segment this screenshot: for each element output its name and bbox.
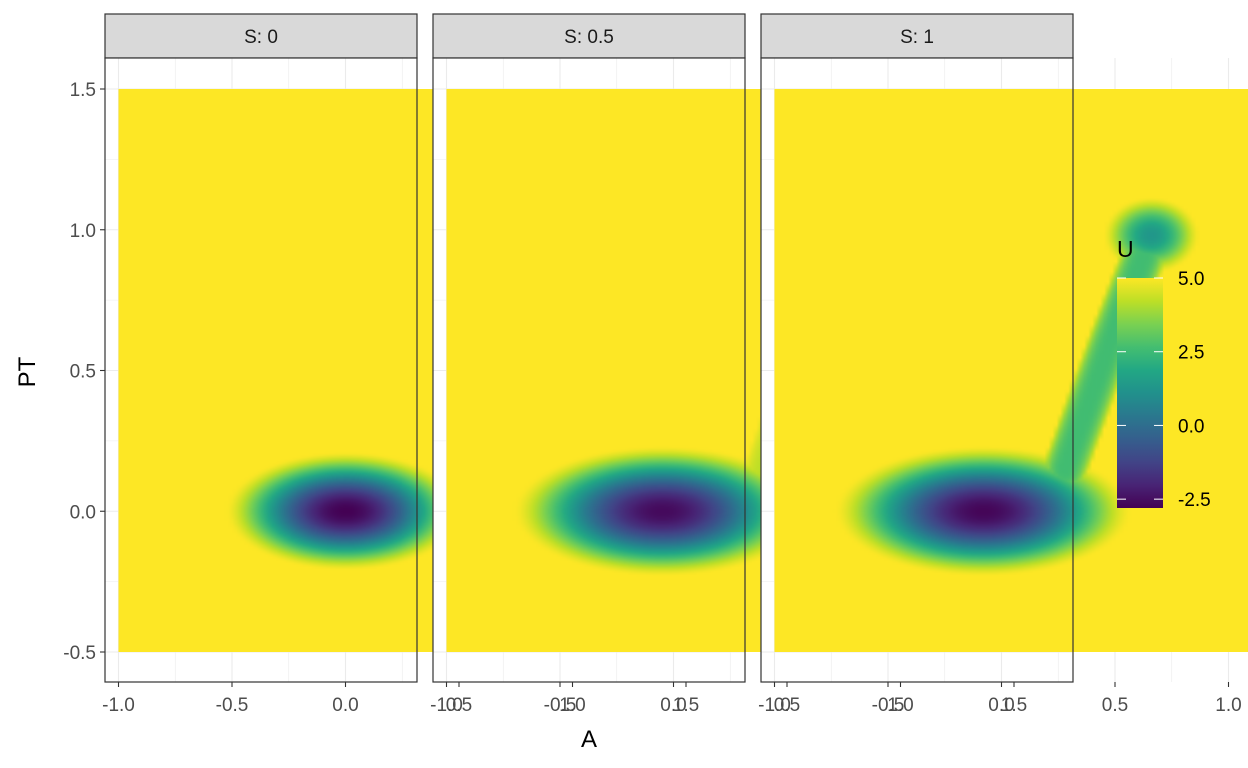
legend-tick-label: 0.0 [1178,416,1204,437]
x-tick-label: 1.0 [1215,695,1241,716]
y-tick-label: 1.5 [70,80,96,101]
y-tick-label: 0.0 [70,502,96,523]
x-tick-label: -0.5 [872,695,905,716]
x-tick-label: 1.5 [1001,695,1027,716]
facet-strip [104,13,418,59]
x-tick-label: 0.0 [332,695,358,716]
legend-tick-label: 5.0 [1178,269,1204,290]
facet-strip [432,13,746,59]
facet-panel-3: S: 1 -1.0 -0.5 0.0 0.5 1.0 1.5 [758,13,1248,716]
legend-title: U [1117,236,1134,262]
x-tick-label: -1.0 [430,695,463,716]
facet-strip [760,13,1074,59]
facet-panels: S: 0 -1.0 -0.5 0.0 0.5 1.0 1.5 -0.5 0.0 0.5 1.0 1.5… [63,13,1248,716]
x-tick-label: 0.0 [660,695,686,716]
y-tick-label: 1.0 [70,221,96,242]
facet-strip-label: S: 1 [900,27,934,48]
x-tick-label: 1.0 [559,695,585,716]
x-axis-title: A [581,726,597,753]
legend-tick-label: 2.5 [1178,343,1204,364]
x-tick-label: -0.5 [216,695,249,716]
x-tick-label: 0.5 [774,695,800,716]
x-tick-label: 0.5 [446,695,472,716]
x-tick-label: -1.0 [102,695,135,716]
panel-border [432,57,746,683]
x-tick-label: 0.5 [1102,695,1128,716]
x-tick-label: -1.0 [758,695,791,716]
facet-strip-label: S: 0.5 [564,27,614,48]
legend: U 5.0 2.5 0.0 -2.5 [1117,236,1211,511]
legend-colorbar [1117,278,1163,508]
x-tick-label: 0.0 [988,695,1014,716]
panel-border [760,57,1074,683]
y-tick-label: 0.5 [70,362,96,383]
legend-tick-label: -2.5 [1178,490,1211,511]
x-tick-label: -0.5 [544,695,577,716]
y-tick-label: -0.5 [63,643,96,664]
y-axis-title: PT [14,356,41,387]
x-tick-label: 1.0 [887,695,913,716]
heatmap-raster [774,89,1248,652]
x-tick-label: 1.5 [673,695,699,716]
facet-strip-label: S: 0 [244,27,278,48]
